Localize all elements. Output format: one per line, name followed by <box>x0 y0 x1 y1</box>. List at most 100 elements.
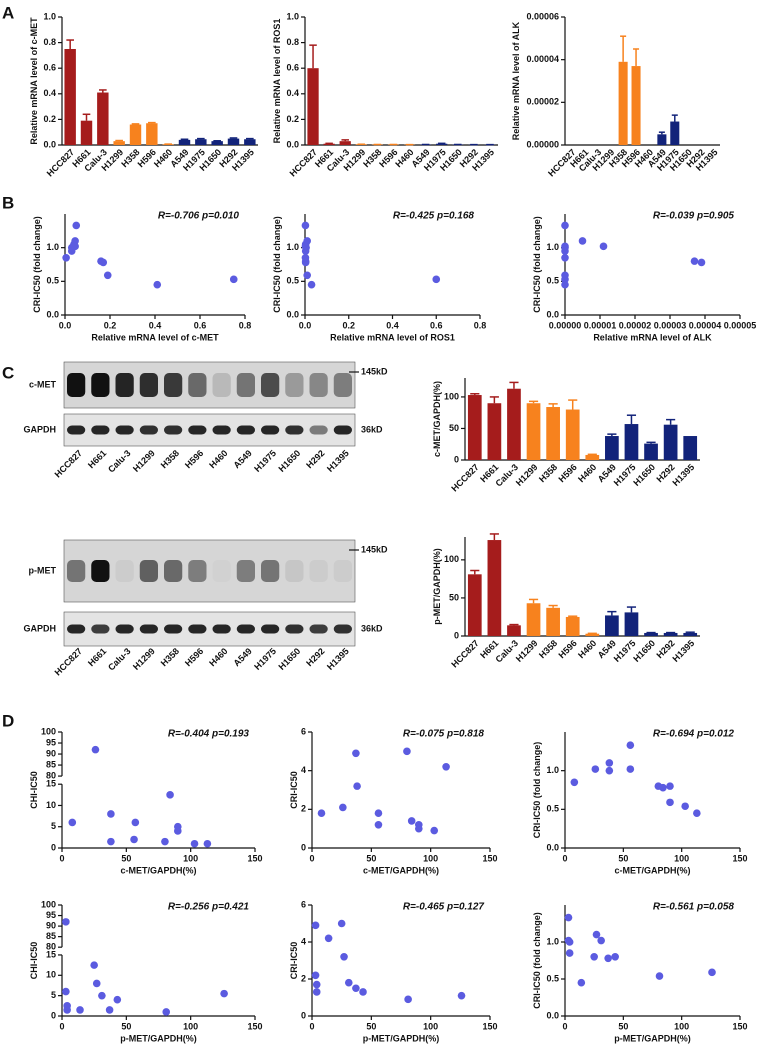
y-tick-label: 0.0 <box>286 139 299 149</box>
y-tick-label: 0.5 <box>286 276 299 286</box>
x-tick-label: H1650 <box>631 638 657 664</box>
panel-label: D <box>2 711 14 730</box>
point <box>599 242 608 251</box>
lane-label: H661 <box>86 646 108 668</box>
point <box>570 778 579 787</box>
point <box>311 971 320 980</box>
y-axis-label: CHI-IC50 <box>29 942 39 980</box>
bar <box>211 141 223 145</box>
point <box>107 810 115 818</box>
point <box>681 802 689 811</box>
point <box>353 782 361 790</box>
point <box>190 839 199 848</box>
point <box>577 978 586 987</box>
point <box>153 280 162 289</box>
point <box>564 913 573 922</box>
blot-band <box>188 425 207 435</box>
blot-band <box>67 373 86 397</box>
x-tick-label: 0.00001 <box>584 320 617 330</box>
blot-band <box>309 624 328 634</box>
point <box>99 258 108 267</box>
lane-label: H661 <box>86 448 108 470</box>
bar <box>129 124 142 145</box>
point <box>71 242 79 251</box>
bar <box>146 123 158 145</box>
bar <box>605 615 619 636</box>
x-tick-label: 0.4 <box>149 320 162 330</box>
protein-label: c-MET <box>29 379 57 389</box>
x-tick-label: H1650 <box>631 462 657 488</box>
y-tick-label: 1.0 <box>46 242 59 252</box>
point <box>404 995 412 1004</box>
panel-label: B <box>2 193 14 212</box>
lane-label: H358 <box>159 448 181 470</box>
y-tick-label: 100 <box>41 899 56 909</box>
point <box>359 988 367 996</box>
point <box>229 275 238 284</box>
point <box>71 237 79 245</box>
y-tick-label: 0 <box>454 630 459 640</box>
point <box>352 984 360 993</box>
blot-band <box>261 373 280 397</box>
y-tick-label: 1.0 <box>43 11 56 21</box>
bar <box>624 424 639 460</box>
y-axis-label: CRI-IC50 (fold change) <box>32 216 42 313</box>
annotation: R=-0.561 p=0.058 <box>653 902 735 913</box>
bar <box>565 409 580 460</box>
lane-label: H1395 <box>325 646 351 672</box>
y-tick-label: 0.0 <box>546 309 559 319</box>
bar <box>585 454 600 460</box>
y-tick-label: 1.0 <box>286 242 299 252</box>
x-tick-label: 0.0 <box>299 320 312 330</box>
point <box>561 221 569 230</box>
y-tick-label: 0.5 <box>546 276 559 286</box>
lane-label: H1299 <box>131 646 157 672</box>
bar <box>683 436 698 460</box>
bar <box>178 139 191 145</box>
x-tick-label: Calu-3 <box>494 462 521 489</box>
point <box>590 953 598 961</box>
point <box>130 835 138 844</box>
blot <box>63 361 356 409</box>
y-tick-label: 1.0 <box>546 242 559 252</box>
bar <box>663 424 678 460</box>
y-axis-label: c-MET/GAPDH(%) <box>432 381 442 457</box>
protein-label: p-MET <box>29 565 57 575</box>
blot-band <box>164 624 183 634</box>
x-tick-label: 0.00004 <box>689 320 722 330</box>
blot-band <box>91 560 110 582</box>
y-axis-label: Relative mRNA level of ROS1 <box>272 19 282 144</box>
point <box>62 253 70 262</box>
y-tick-label: 0.4 <box>286 88 299 98</box>
lane-label: H596 <box>183 646 205 668</box>
x-axis-label: Relative mRNA level of ALK <box>593 332 712 342</box>
y-tick-label: 0.6 <box>43 63 56 73</box>
lane-label: H460 <box>207 646 229 668</box>
bar <box>436 143 448 145</box>
point <box>430 826 439 835</box>
bar <box>618 61 628 145</box>
point <box>92 979 101 988</box>
point <box>301 221 310 230</box>
x-tick-label: 100 <box>183 853 198 863</box>
point <box>220 989 228 998</box>
point <box>442 763 450 771</box>
y-axis-label: Relative mRNA level of c-MET <box>29 17 39 145</box>
y-tick-label: 5 <box>51 990 56 1000</box>
x-tick-label: 0.00002 <box>619 320 652 330</box>
bar <box>526 603 541 636</box>
blot-band <box>188 560 207 582</box>
blot-band <box>115 560 134 582</box>
bar <box>546 607 560 636</box>
y-tick-label: 4 <box>301 765 306 775</box>
y-axis-label: Relative mRNA level of ALK <box>511 21 521 140</box>
blot-band <box>212 624 231 634</box>
point <box>340 953 348 961</box>
blot-band <box>236 425 255 435</box>
lane-label: H596 <box>183 448 205 470</box>
y-tick-label: 0.0 <box>546 842 559 852</box>
point <box>407 817 416 825</box>
x-tick-label: 100 <box>674 853 689 863</box>
y-tick-label: 50 <box>449 423 459 433</box>
